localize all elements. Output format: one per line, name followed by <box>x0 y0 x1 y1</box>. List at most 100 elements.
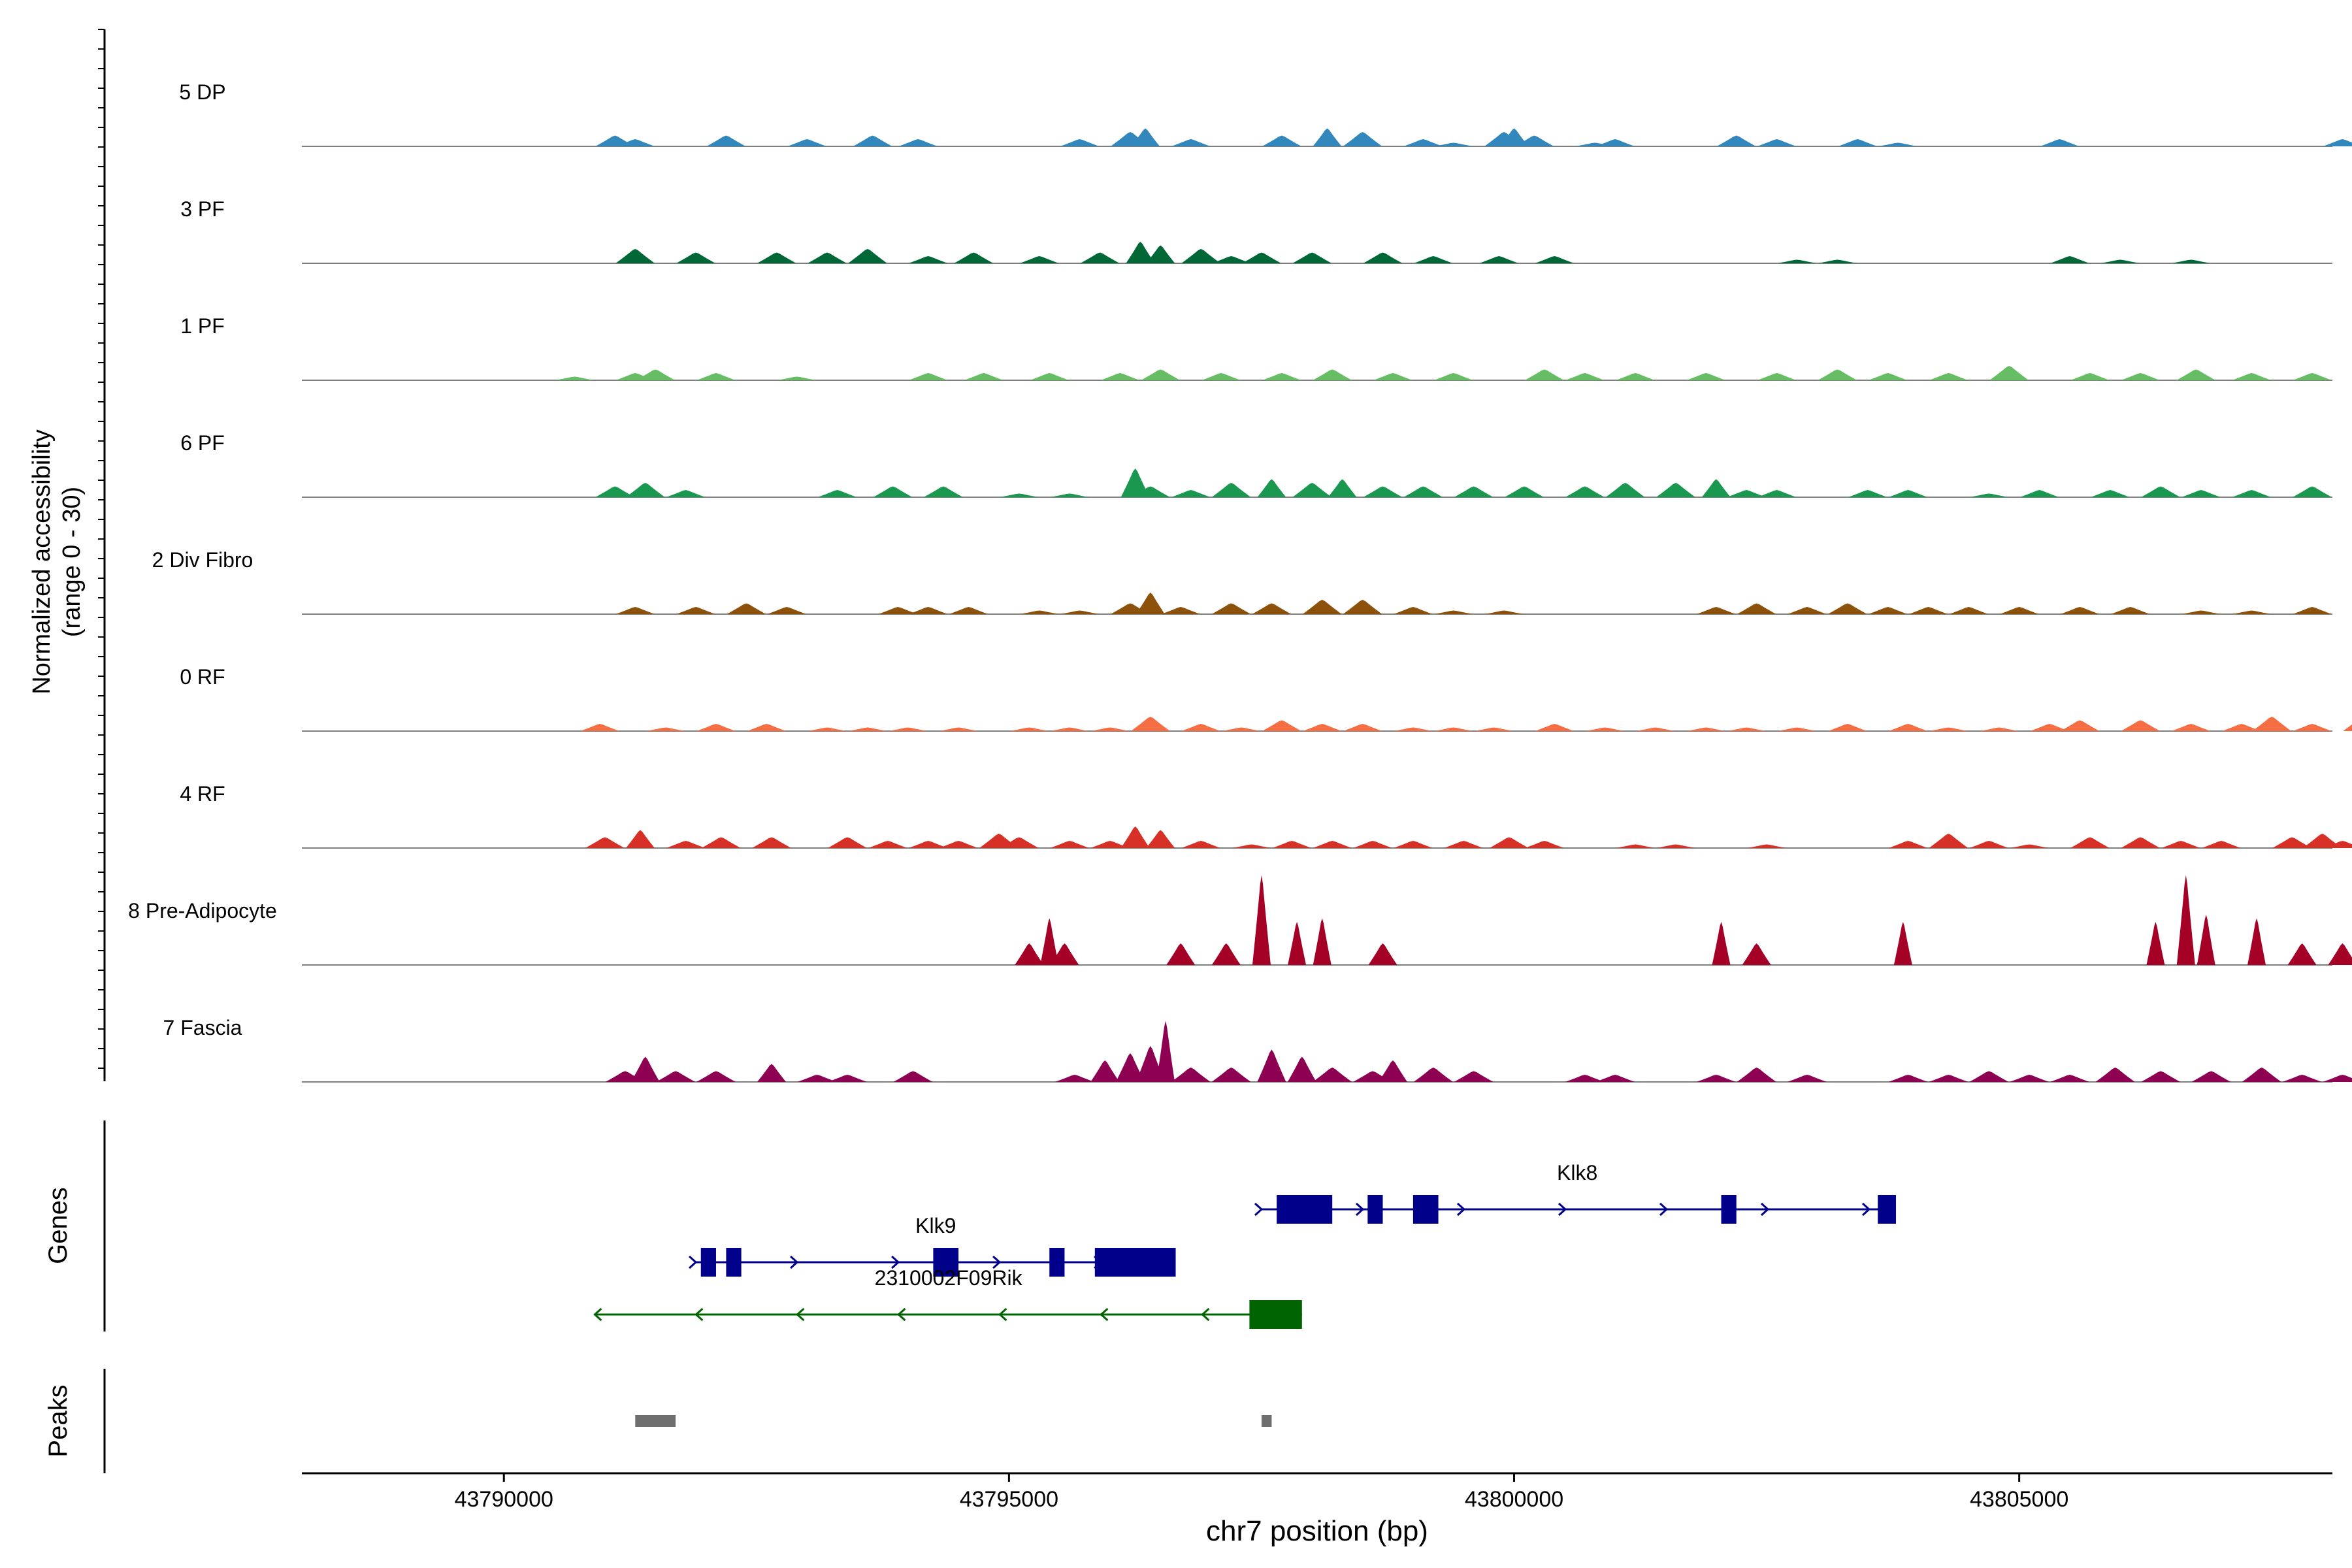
coverage-peak <box>853 135 892 146</box>
coverage-peak <box>676 252 716 263</box>
coverage-peak <box>696 1071 736 1082</box>
coverage-peak <box>1636 727 1675 731</box>
coverage-peak <box>1908 607 1948 614</box>
coverage-peak <box>939 727 979 731</box>
coverage-peak <box>1969 493 2009 497</box>
coverage-peak <box>1050 841 1090 848</box>
coverage-peak <box>1504 486 1544 497</box>
coverage-peak <box>808 252 847 263</box>
coverage-peak <box>1433 727 1473 731</box>
coverage-peak <box>2176 875 2195 965</box>
track-3: 1 PF <box>180 314 2332 381</box>
coverage-peak <box>1757 373 1797 380</box>
coverage-peak <box>1100 373 1140 380</box>
coverage-peak <box>808 727 847 731</box>
coverage-peak <box>757 1064 787 1082</box>
coverage-peak <box>2146 922 2165 965</box>
coverage-peak <box>1272 841 1312 848</box>
coverage-peak <box>1368 943 1397 965</box>
coverage-peak <box>2323 841 2352 848</box>
coverage-peak <box>1787 1075 1827 1082</box>
coverage-peak <box>1777 259 1817 263</box>
coverage-peak <box>1888 1075 1928 1082</box>
x-tick-label: 43805000 <box>1970 1487 2068 1512</box>
coverage-peak <box>1156 1021 1175 1082</box>
coverage-peak <box>630 1056 660 1082</box>
exon <box>1721 1195 1737 1224</box>
coverage-peak <box>2171 259 2211 263</box>
coverage-peak <box>817 490 857 497</box>
coverage-peak <box>1343 600 1382 614</box>
coverage-peak <box>1479 256 1519 263</box>
coverage-peak <box>1262 373 1301 380</box>
coverage-peak <box>1565 373 1605 380</box>
coverage-peak <box>1302 600 1342 614</box>
track-label: 1 PF <box>180 314 225 338</box>
coverage-peak <box>2293 373 2332 380</box>
coverage-peak <box>1211 943 1241 965</box>
coverage-peak <box>1060 139 1100 146</box>
coverage-peak <box>2252 717 2292 731</box>
coverage-peak <box>1696 1075 1736 1082</box>
coverage-peak <box>2050 1075 2089 1082</box>
coverage-peak <box>1595 139 1635 146</box>
coverage-peak <box>2010 1075 2050 1082</box>
coverage-peak <box>2323 1075 2352 1082</box>
coverage-peak <box>1888 724 1928 731</box>
coverage-peak <box>1181 841 1221 848</box>
coverage-peak <box>1343 724 1382 731</box>
coverage-peak <box>1050 943 1079 965</box>
coverage-peak <box>1433 610 1473 614</box>
x-axis-ticks: 43790000 43795000 43800000 43805000 <box>455 1473 2068 1512</box>
strand-arrow <box>1456 1202 1466 1217</box>
coverage-peak <box>1989 366 2029 380</box>
coverage-peak <box>1257 1049 1286 1082</box>
exon <box>1094 1248 1176 1277</box>
coverage-peak <box>1474 727 1514 731</box>
track-8: 8 Pre-Adipocyte <box>128 875 2352 966</box>
coverage-peak <box>2221 724 2261 731</box>
coverage-peak <box>1211 256 1251 263</box>
exon <box>933 1248 959 1277</box>
coverage-peak <box>1211 603 1251 614</box>
coverage-peak <box>1929 1075 1968 1082</box>
coverage-peak <box>964 373 1004 380</box>
coverage-peak <box>1090 727 1130 731</box>
coverage-peak <box>1201 373 1241 380</box>
coverage-peak <box>645 727 685 731</box>
strand-arrow <box>796 1307 805 1322</box>
x-tick-label: 43790000 <box>455 1487 553 1512</box>
coverage-peak <box>787 139 827 146</box>
coverage-peak <box>1712 922 1731 965</box>
coverage-peak <box>1777 727 1817 731</box>
coverage-peak <box>2060 720 2100 731</box>
coverage-peak <box>777 376 817 380</box>
coverage-peak <box>2010 844 2050 848</box>
track-label: 4 RF <box>180 782 225 806</box>
coverage-peak <box>2343 724 2352 731</box>
coverage-peak <box>2181 610 2221 614</box>
coverage-peak <box>1818 259 1857 263</box>
coverage-peak <box>625 483 665 497</box>
coverage-peak <box>1130 717 1170 731</box>
coverage-peak <box>1868 607 1908 614</box>
strand-arrow <box>689 1255 698 1269</box>
coverage-peak <box>2070 837 2110 848</box>
coverage-peak <box>1060 610 1100 614</box>
coverage-peak <box>1878 142 1918 146</box>
track-7: 4 RF <box>180 782 2352 849</box>
gene-label: 2310002F09Rik <box>875 1266 1023 1290</box>
coverage-peak <box>923 486 963 497</box>
coverage-peak <box>706 135 746 146</box>
coverage-peak <box>1288 922 1307 965</box>
coverage-peak <box>2095 1068 2135 1082</box>
coverage-peak <box>1120 468 1150 497</box>
coverage-peak <box>1181 724 1221 731</box>
coverage-peak <box>1888 841 1928 848</box>
coverage-peak <box>2050 256 2089 263</box>
coverage-peak <box>2293 724 2332 731</box>
coverage-peak <box>2019 490 2059 497</box>
genes-panel-label: Genes <box>44 1187 73 1264</box>
coverage-peak <box>2232 373 2272 380</box>
coverage-peak <box>1090 841 1130 848</box>
